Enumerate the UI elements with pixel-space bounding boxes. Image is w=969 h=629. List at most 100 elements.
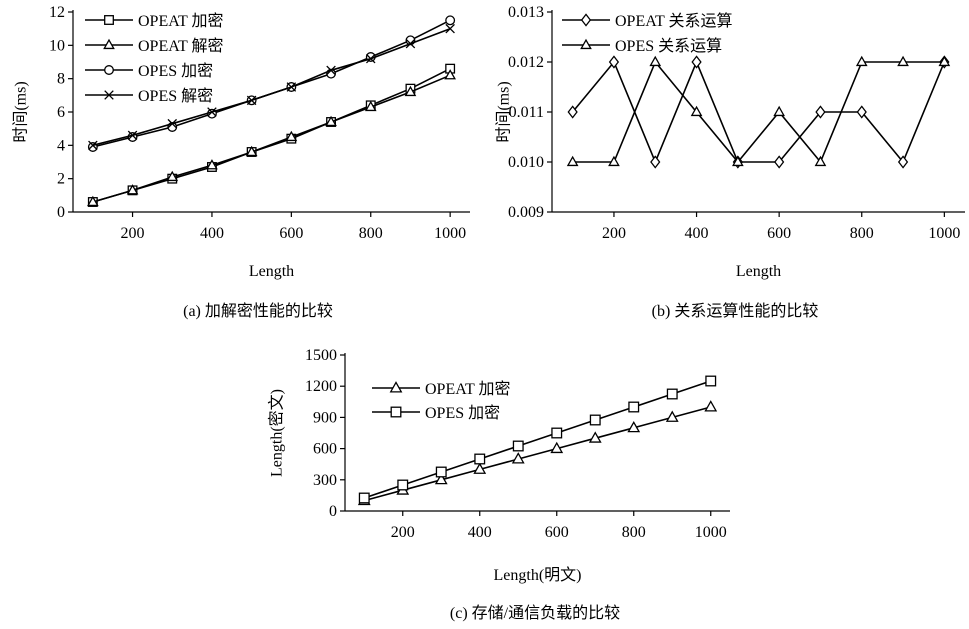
y-tick-label-c: 300 (313, 472, 337, 489)
data-point-a-3-stroke (326, 65, 336, 76)
legend-label-b-0: OPEAT 关系运算 (615, 11, 733, 30)
x-tick-label-b: 600 (767, 225, 791, 242)
y-tick-label-c: 900 (313, 409, 337, 426)
data-point-a-1 (404, 85, 417, 97)
data-point-a-3 (127, 130, 138, 141)
data-point-b-1 (649, 55, 662, 67)
x-tick-label-a: 600 (279, 225, 303, 242)
data-point-a-3 (207, 107, 217, 117)
y-tick-label-a: 6 (57, 104, 65, 121)
x-tick-label-a: 1000 (434, 225, 466, 242)
data-point-b-1 (732, 155, 744, 167)
y-tick-label-b: 0.011 (509, 104, 544, 121)
legend-marker-b-1 (580, 38, 592, 50)
y-tick-label-b: 0.010 (508, 154, 544, 171)
data-point-a-1 (206, 159, 218, 170)
data-point-a-1 (325, 115, 337, 127)
x-tick-label-c: 1000 (695, 524, 727, 541)
series-line-a-1 (92, 74, 451, 203)
x-tick-label-a: 400 (200, 225, 224, 242)
data-point-c-0 (434, 472, 448, 485)
y-axis-label-c: Length(密文) (268, 389, 286, 477)
data-point-a-3-stroke (167, 118, 178, 129)
data-point-a-1 (285, 130, 298, 142)
data-point-a-3 (246, 95, 257, 106)
x-tick-label-b: 200 (602, 225, 626, 242)
legend-marker-b-0 (580, 13, 592, 27)
data-point-a-3-stroke (88, 140, 98, 151)
y-tick-label-b: 0.009 (508, 204, 544, 221)
data-point-c-1 (705, 375, 717, 387)
data-point-b-1 (855, 55, 868, 67)
data-point-b-1 (690, 105, 703, 117)
data-point-c-1 (628, 401, 640, 413)
y-tick-label-a: 2 (57, 171, 65, 188)
x-axis-label-c: Length(明文) (494, 566, 582, 584)
legend-label-a-1: OPEAT 解密 (138, 37, 224, 55)
data-point-a-1 (126, 184, 139, 195)
data-point-c-1 (397, 479, 409, 491)
x-tick-label-a: 200 (121, 225, 145, 242)
data-point-b-1 (814, 155, 827, 167)
x-tick-label-c: 200 (391, 524, 415, 541)
series-line-b-0 (571, 59, 946, 165)
data-point-a-1 (87, 195, 99, 207)
data-point-a-3-stroke (286, 82, 297, 92)
data-point-b-0 (608, 55, 620, 69)
legend-marker-a-3 (104, 90, 114, 100)
data-point-a-1 (245, 145, 258, 157)
y-tick-label-a: 12 (49, 4, 65, 21)
data-point-a-3 (405, 38, 416, 49)
data-point-c-1 (589, 414, 601, 426)
data-point-b-0 (691, 55, 702, 69)
legend-marker-a-2 (104, 65, 114, 75)
caption-b: (b) 关系运算性能的比较 (652, 301, 819, 320)
data-point-c-1 (512, 440, 524, 452)
data-point-c-1 (666, 388, 678, 400)
legend-label-c-0: OPEAT 加密 (425, 380, 511, 398)
data-point-a-3 (286, 82, 297, 92)
data-point-b-0 (897, 155, 909, 169)
data-point-c-0 (665, 410, 679, 422)
data-point-a-3-stroke (246, 95, 257, 106)
data-point-a-1 (364, 100, 377, 112)
data-point-b-1 (897, 55, 909, 67)
data-point-a-3 (445, 23, 455, 34)
data-point-a-3-stroke (445, 23, 455, 34)
data-point-c-0 (627, 420, 641, 433)
data-point-c-1 (474, 453, 486, 465)
data-point-c-0 (704, 400, 718, 412)
series-line-a-3 (92, 27, 451, 147)
legend-marker-a-0 (104, 15, 114, 25)
y-tick-label-c: 0 (329, 503, 337, 520)
y-axis-label-b: 时间(ms) (495, 81, 513, 142)
series-line-c-0 (364, 406, 712, 502)
y-axis-label-a: 时间(ms) (12, 81, 30, 142)
data-point-c-0 (473, 462, 487, 474)
data-point-a-1 (166, 170, 179, 182)
y-tick-label-c: 600 (313, 441, 337, 458)
legend-marker-c-1 (390, 406, 402, 418)
data-point-c-0 (511, 452, 525, 464)
x-tick-label-b: 400 (685, 225, 709, 242)
data-point-a-3 (88, 140, 98, 151)
x-tick-label-c: 400 (468, 524, 492, 541)
x-axis-label-a: Length (249, 263, 294, 280)
data-point-b-1 (938, 55, 951, 67)
data-point-c-1 (551, 427, 563, 439)
data-point-a-1 (444, 69, 456, 80)
legend-marker-a-1 (103, 38, 115, 50)
legend-label-b-1: OPES 关系运算 (615, 36, 722, 55)
data-point-a-3-stroke (405, 38, 416, 49)
y-tick-label-c: 1200 (305, 378, 337, 395)
data-point-c-1 (358, 492, 370, 504)
legend-label-a-0: OPEAT 加密 (138, 12, 224, 30)
x-tick-label-c: 600 (545, 524, 569, 541)
x-tick-label-b: 1000 (928, 225, 960, 242)
legend-marker-a-3-stroke (104, 90, 114, 100)
data-point-a-2 (445, 15, 456, 26)
y-tick-label-a: 10 (49, 37, 65, 54)
data-point-b-0 (815, 105, 826, 119)
y-tick-label-a: 8 (57, 71, 65, 88)
